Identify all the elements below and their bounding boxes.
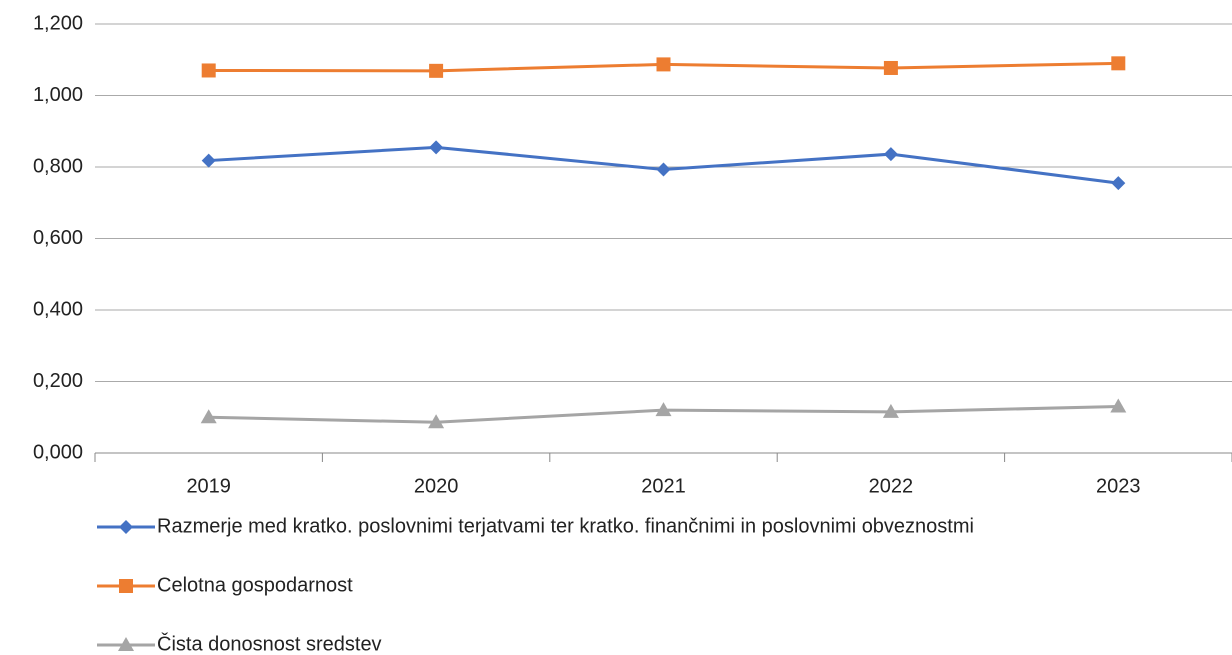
marker [656,162,671,177]
marker [201,153,216,168]
marker [1111,56,1126,71]
y-tick-label: 1,000 [33,84,83,106]
x-tick-label: 2023 [1096,475,1141,497]
marker [1111,176,1126,191]
marker [118,637,134,651]
marker [883,60,898,75]
y-tick-label: 0,800 [33,155,83,177]
legend-label: Celotna gospodarnost [157,574,353,596]
marker [119,520,133,534]
x-tick-label: 2021 [641,475,686,497]
marker [429,63,444,78]
x-tick-label: 2020 [414,475,459,497]
marker [200,409,217,424]
marker [201,63,216,78]
marker [429,140,444,155]
x-tick-label: 2022 [869,475,914,497]
legend-label: Razmerje med kratko. poslovnimi terjatva… [157,515,974,537]
marker [883,147,898,162]
x-tick-label: 2019 [186,475,231,497]
y-tick-label: 0,600 [33,227,83,249]
marker [428,414,445,429]
marker [1110,398,1127,413]
marker [119,579,133,593]
marker [882,403,899,418]
y-tick-label: 0,200 [33,370,83,392]
marker [655,402,672,417]
marker [656,57,671,72]
y-tick-label: 0,400 [33,298,83,320]
legend-label: Čista donosnost sredstev [157,632,382,655]
y-tick-label: 1,200 [33,12,83,34]
y-tick-label: 0,000 [33,441,83,463]
